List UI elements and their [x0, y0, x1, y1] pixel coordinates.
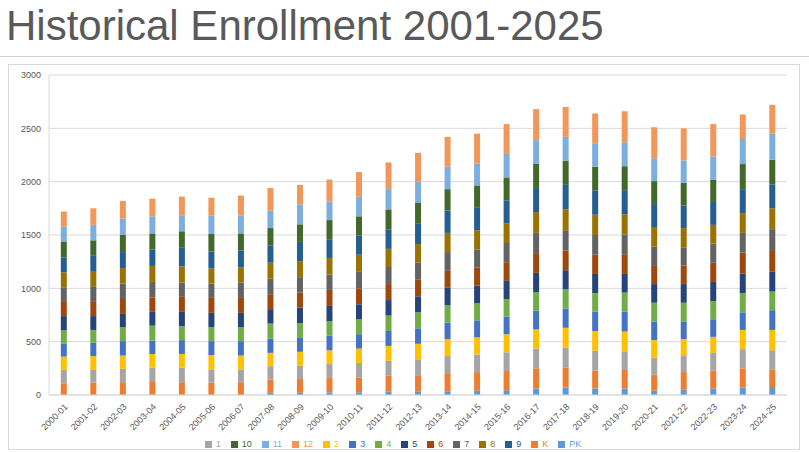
svg-text:2017-18: 2017-18 [541, 402, 571, 432]
svg-text:2023-24: 2023-24 [718, 402, 748, 432]
html-text:4: 4 [386, 439, 392, 449]
svg-text:2020-21: 2020-21 [630, 402, 660, 432]
svg-text:2016-17: 2016-17 [512, 402, 542, 432]
svg-text:2013-14: 2013-14 [423, 402, 453, 432]
svg-text:2003-04: 2003-04 [128, 402, 158, 432]
svg-text:2001-02: 2001-02 [69, 402, 99, 432]
svg-text:2002-03: 2002-03 [98, 402, 128, 432]
html-text:Historical Enrollment 2001-202: Historical Enrollment 2001-2025 [6, 2, 604, 49]
svg-text:1000: 1000 [21, 284, 41, 294]
svg-text:2008-09: 2008-09 [275, 402, 305, 432]
html-text:PK: PK [569, 439, 582, 449]
html-text:9: 9 [516, 439, 522, 449]
svg-text:2014-15: 2014-15 [453, 402, 483, 432]
html-text:1: 1 [215, 439, 221, 449]
svg-text:2018-19: 2018-19 [571, 402, 601, 432]
html-text:6: 6 [438, 439, 444, 449]
html-text:K: K [542, 439, 549, 449]
svg-text:2006-07: 2006-07 [216, 402, 246, 432]
html-text:11: 11 [272, 439, 283, 449]
svg-text:2011-12: 2011-12 [364, 402, 394, 432]
svg-text:2022-23: 2022-23 [689, 402, 719, 432]
svg-text:1500: 1500 [21, 230, 41, 240]
svg-text:2012-13: 2012-13 [394, 402, 424, 432]
html-text:2: 2 [334, 439, 340, 449]
html-text:7: 7 [464, 439, 470, 449]
svg-text:2009-10: 2009-10 [305, 402, 335, 432]
svg-text:2004-05: 2004-05 [157, 402, 187, 432]
html-text:5: 5 [412, 439, 418, 449]
html-text:8: 8 [490, 439, 496, 449]
svg-text:2024-25: 2024-25 [748, 402, 778, 432]
svg-text:2000-01: 2000-01 [39, 402, 69, 432]
html-text:10: 10 [241, 439, 252, 449]
svg-text:2500: 2500 [21, 124, 41, 134]
svg-text:2015-16: 2015-16 [482, 402, 512, 432]
html-text:3: 3 [360, 439, 366, 449]
svg-text:3000: 3000 [21, 70, 41, 80]
svg-text:2010-11: 2010-11 [335, 402, 365, 432]
svg-text:2007-08: 2007-08 [246, 402, 276, 432]
svg-text:2021-22: 2021-22 [659, 402, 689, 432]
html-text:12: 12 [303, 439, 314, 449]
svg-text:0: 0 [36, 390, 41, 400]
svg-text:2000: 2000 [21, 177, 41, 187]
svg-text:500: 500 [26, 337, 41, 347]
svg-text:2005-06: 2005-06 [187, 402, 217, 432]
svg-text:2019-20: 2019-20 [600, 402, 630, 432]
